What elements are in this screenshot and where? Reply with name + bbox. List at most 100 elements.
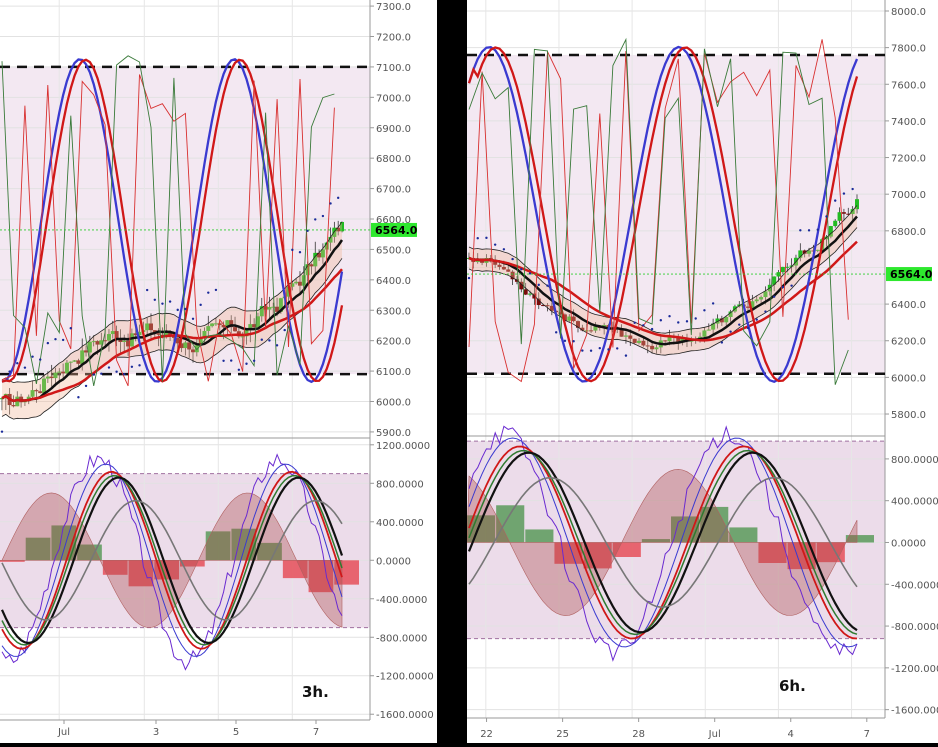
candle-body bbox=[191, 349, 196, 353]
sar-dot bbox=[184, 307, 187, 311]
candle-body bbox=[846, 213, 851, 215]
timeframe-label: 3h. bbox=[302, 683, 329, 701]
stoch-slow-line bbox=[1, 58, 344, 383]
sar-dot bbox=[659, 319, 663, 322]
sar-dot bbox=[772, 295, 776, 298]
price-tick-label: 7200.0 bbox=[891, 154, 926, 165]
sar-dot bbox=[314, 218, 317, 221]
osc-line-blue bbox=[1, 463, 343, 657]
candle-body bbox=[194, 345, 199, 353]
sar-dot bbox=[176, 308, 179, 312]
candle-body bbox=[575, 321, 580, 328]
candle-body bbox=[202, 330, 207, 339]
osc-histogram-bar bbox=[641, 539, 670, 543]
price-tag-box bbox=[886, 267, 932, 282]
sar-dot bbox=[851, 187, 854, 191]
candle-body bbox=[187, 342, 192, 350]
sar-dot bbox=[738, 323, 741, 326]
candle-body bbox=[168, 331, 173, 336]
candle-body bbox=[45, 376, 50, 379]
ma-slow-red bbox=[1, 268, 343, 403]
candle-body bbox=[313, 252, 318, 267]
candle-body bbox=[80, 350, 85, 364]
candle-body bbox=[286, 286, 291, 297]
candle-body bbox=[702, 330, 707, 337]
candle-body bbox=[763, 291, 768, 298]
osc-tick-label: 400.0000 bbox=[376, 518, 424, 529]
sar-dot bbox=[54, 337, 57, 341]
ma-fast-black bbox=[468, 215, 858, 346]
price-tick-label: 6000.0 bbox=[376, 398, 411, 409]
candle-body bbox=[213, 323, 218, 325]
osc-histogram-bar bbox=[0, 560, 25, 562]
candle-body bbox=[549, 305, 554, 311]
envelope-lower-line bbox=[468, 227, 858, 356]
osc-histogram-bar bbox=[729, 527, 758, 543]
zigzag-green-thin bbox=[468, 37, 849, 385]
price-tick-label: 6200.0 bbox=[891, 337, 926, 348]
sar-dot bbox=[633, 321, 636, 324]
price-envelope-fill bbox=[2, 221, 342, 420]
sar-dot bbox=[237, 368, 241, 372]
price-tick-label: 7300.0 bbox=[376, 2, 411, 13]
sar-dot bbox=[528, 272, 532, 275]
price-tick-label: 8000.0 bbox=[891, 7, 926, 18]
candle-body bbox=[780, 266, 785, 273]
sar-dot bbox=[781, 285, 785, 289]
candle-body bbox=[271, 306, 276, 308]
price-tick-label: 6800.0 bbox=[376, 154, 411, 165]
sar-dot bbox=[245, 362, 248, 365]
candle-body bbox=[38, 391, 43, 394]
osc-tick-label: -1600.0000 bbox=[376, 710, 434, 721]
candle-body bbox=[807, 250, 812, 254]
candle-body bbox=[724, 317, 729, 323]
candle-body bbox=[179, 343, 184, 349]
candle-body bbox=[558, 312, 563, 315]
price-envelope-fill bbox=[469, 205, 857, 356]
x-tick-label: 22 bbox=[480, 729, 493, 740]
price-tick-label: 6700.0 bbox=[376, 185, 411, 196]
sar-dot bbox=[69, 327, 72, 330]
candle-body bbox=[198, 338, 203, 346]
chart-panel-3h: 6564.0 7300.0 7200.0 7100.0 7000.0 6900.0 6800… bbox=[0, 0, 437, 743]
osc-histogram-bar bbox=[180, 560, 205, 567]
candle-body bbox=[519, 281, 524, 290]
sar-dot bbox=[825, 215, 828, 218]
price-tick-label: 7800.0 bbox=[891, 44, 926, 55]
sar-dot bbox=[92, 373, 95, 376]
candle-body bbox=[126, 340, 131, 347]
candle-body bbox=[698, 336, 703, 339]
candle-body bbox=[57, 371, 62, 373]
osc-tick-label: -400.0000 bbox=[891, 580, 938, 591]
sar-dot bbox=[493, 243, 497, 246]
candle-body bbox=[87, 341, 92, 353]
candle-body bbox=[305, 264, 310, 276]
candle-body bbox=[275, 306, 280, 312]
candle-body bbox=[589, 330, 594, 332]
sar-dot bbox=[711, 302, 715, 305]
candle-body bbox=[837, 212, 842, 221]
osc-histogram-bar bbox=[758, 542, 787, 563]
sar-dot bbox=[790, 284, 793, 287]
price-tick-label: 6500.0 bbox=[376, 245, 411, 256]
candle-body bbox=[252, 324, 257, 328]
osc-line-red bbox=[1, 470, 343, 650]
candle-body bbox=[183, 342, 188, 349]
x-tick-label: 3 bbox=[153, 727, 159, 738]
sar-dot bbox=[502, 248, 506, 251]
candle-body bbox=[501, 266, 506, 270]
sar-dot bbox=[616, 347, 619, 350]
osc-tick-label: -800.0000 bbox=[376, 633, 427, 644]
candle-body bbox=[95, 341, 100, 345]
candle-body bbox=[332, 227, 337, 237]
osc-histogram-bar bbox=[282, 560, 308, 579]
price-tick-label: 6000.0 bbox=[891, 373, 926, 384]
candle-body bbox=[297, 281, 302, 286]
price-tick-label: 6900.0 bbox=[376, 124, 411, 135]
candle-body bbox=[855, 199, 859, 210]
candle-body bbox=[240, 336, 245, 338]
candle-body bbox=[728, 311, 733, 318]
candle-body bbox=[84, 350, 89, 353]
sar-dot bbox=[161, 302, 164, 305]
sar-dot bbox=[191, 317, 195, 320]
